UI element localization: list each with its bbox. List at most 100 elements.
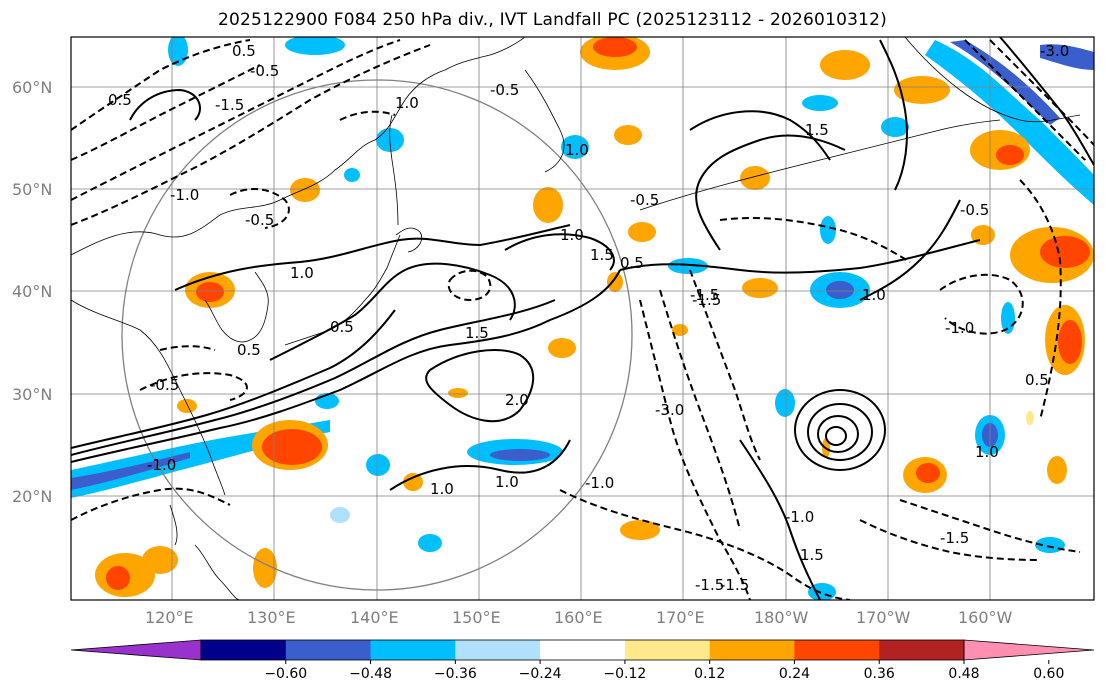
- coast-hokkaido: [395, 227, 423, 253]
- lon-label-140e: 140°E: [350, 608, 399, 627]
- shade-negative-170w: [802, 95, 838, 111]
- contour-label: -0.5: [150, 376, 179, 394]
- contour-pos-16: [504, 233, 615, 271]
- colorbar-segment: [455, 640, 541, 660]
- colorbar-segment: [540, 640, 626, 660]
- shade-positive-640-530: [620, 520, 660, 540]
- contour-label: -3.0: [1040, 42, 1069, 60]
- colorbar-segment: [709, 640, 795, 660]
- latitude-labels: 60°N 50°N 40°N 30°N 20°N: [12, 78, 52, 506]
- shade-positive-1057-470: [1047, 456, 1067, 484]
- colorbar-tick-label: 0.36: [864, 666, 895, 682]
- shade-positive-1065-340-core: [1058, 320, 1082, 364]
- colorbar-segment: [879, 640, 965, 660]
- shade-negative-175e-42n: [668, 258, 708, 274]
- shade-negative-785-403: [775, 389, 795, 417]
- shade-positive-760-288: [742, 278, 778, 298]
- shade-positive-628-135: [614, 125, 642, 145]
- contour-label: -1.0: [585, 474, 614, 492]
- colorbar-tick-label: −0.12: [603, 666, 646, 682]
- lat-label-40n: 40°N: [12, 282, 52, 301]
- contour-pos-8: [794, 389, 887, 471]
- colorbar-segment: [794, 640, 880, 660]
- contour-label: 1.0: [565, 141, 589, 159]
- contour-label: -0.5: [960, 201, 989, 219]
- colorbar-tick-label: −0.36: [434, 666, 477, 682]
- shade-negative-ne-top: [1040, 44, 1094, 70]
- shade-positive-755-178: [740, 166, 770, 190]
- lon-label-130e: 130°E: [247, 608, 296, 627]
- contour-pos-1: [71, 269, 621, 463]
- shade-positive-458-393: [448, 388, 468, 398]
- contour-pos-18: [689, 110, 831, 161]
- contour-neg-17: [989, 39, 1094, 146]
- lon-label-150e: 150°E: [452, 608, 501, 627]
- coastlines: [71, 37, 1081, 600]
- contour-neg-16: [964, 39, 1086, 161]
- shade-negative-top-150e: [285, 37, 345, 55]
- coast-aleutians: [639, 119, 1001, 211]
- coast-alaska: [904, 37, 1081, 123]
- shading-layer: [71, 37, 1094, 600]
- contour-label: -1.5: [940, 529, 969, 547]
- contour-labels: 0.5 -0.5 1.0 -1.5 -1.0 -0.5 1.0 0.5 1.5 …: [108, 42, 1069, 594]
- contour-pos-4: [174, 224, 571, 291]
- colorbar-tick-label: 0.24: [779, 666, 810, 682]
- shade-positive-413-482: [403, 473, 423, 491]
- longitude-labels: 120°E 130°E 140°E 150°E 160°E 170°E 180°…: [145, 608, 1013, 627]
- coast-asia-mainland: [71, 37, 526, 256]
- contour-label: 0.5: [1025, 371, 1049, 389]
- contour-neg-1: [71, 39, 401, 201]
- contour-label: -1.0: [147, 456, 176, 474]
- contour-pos-10: [817, 415, 860, 453]
- coast-philippines: [194, 544, 241, 600]
- shade-negative-430-543: [418, 534, 442, 552]
- contour-label: 1.0: [862, 286, 886, 304]
- shade-positive-1030-418: [1026, 411, 1034, 425]
- lon-label-180w: 180°W: [754, 608, 809, 627]
- contour-label: 1.5: [465, 324, 489, 342]
- contour-label: -1.5: [692, 291, 721, 309]
- contour-label: 1.5: [800, 546, 824, 564]
- shade-negative-northeast-core: [950, 40, 1060, 125]
- contour-neg-8: [659, 289, 741, 531]
- contour-label: -1.0: [945, 319, 974, 337]
- shade-positive-1000-145-core: [996, 145, 1024, 165]
- contour-neg-4: [71, 64, 261, 161]
- contour-label: 1.0: [975, 443, 999, 461]
- contour-neg-2: [71, 44, 431, 226]
- shade-positive-187-406: [177, 399, 197, 413]
- contours-negative: [71, 39, 1094, 600]
- contour-pos-20: [999, 37, 1094, 166]
- contour-label: 0.5: [237, 341, 261, 359]
- coast-kamchatka: [524, 69, 565, 173]
- lon-label-170e: 170°E: [656, 608, 705, 627]
- contour-pos-15: [859, 199, 961, 301]
- contour-label: 1.5: [590, 246, 614, 264]
- lat-label-50n: 50°N: [12, 180, 52, 199]
- shade-negative-172e: [561, 135, 589, 159]
- map-area: 0.5 -0.5 1.0 -1.5 -1.0 -0.5 1.0 0.5 1.5 …: [71, 37, 1094, 600]
- shade-positive-615-282: [607, 272, 623, 292]
- colorbar-segment: [370, 640, 456, 660]
- contour-pos-2: [71, 299, 556, 456]
- shade-negative-378-465: [366, 454, 390, 476]
- contours-positive: [71, 37, 1094, 600]
- contour-label: -1.5: [695, 576, 724, 594]
- contour-neg-5: [71, 487, 231, 521]
- contour-pos-5: [269, 262, 516, 361]
- shade-negative-northeast: [925, 40, 1094, 205]
- shade-positive-680-330: [672, 324, 688, 336]
- contour-neg-9: [689, 269, 761, 461]
- coast-sakhalin: [389, 114, 399, 226]
- colorbar-tick-label: −0.48: [349, 666, 392, 682]
- colorbar-segment: [285, 640, 372, 660]
- radius-circle: [121, 79, 633, 591]
- shade-positive-140e-27n-core: [262, 429, 322, 465]
- contour-pos-13: [619, 239, 981, 274]
- shade-positive-1050-255-core: [1040, 236, 1090, 268]
- contour-label: -1.5: [690, 286, 719, 304]
- colorbar-frame: [200, 639, 965, 661]
- lon-label-170w: 170°W: [856, 608, 911, 627]
- contour-neg-15: [447, 269, 492, 302]
